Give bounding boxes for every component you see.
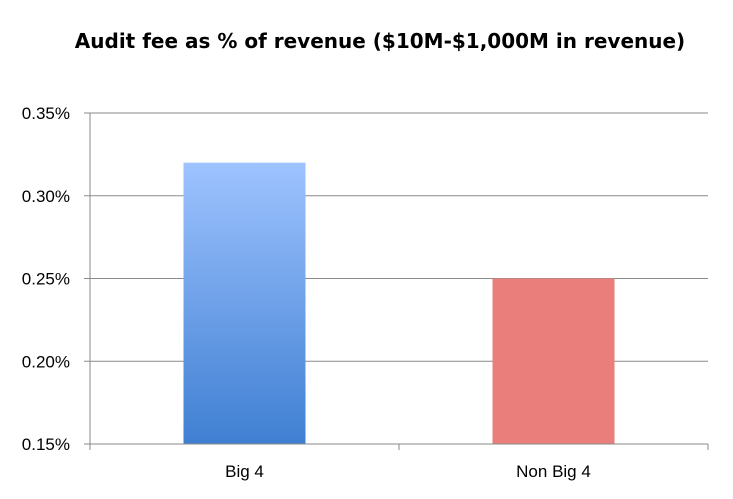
y-tick-label: 0.20% (22, 352, 70, 371)
axes (84, 112, 709, 450)
bar-non-big-4 (492, 278, 615, 444)
bar-big-4 (183, 162, 306, 444)
gridlines (90, 112, 708, 445)
x-tick-label: Non Big 4 (516, 462, 591, 481)
x-tick-label: Big 4 (225, 462, 264, 481)
y-tick-label: 0.30% (22, 187, 70, 206)
tick-labels: 0.15% 0.20% 0.25% 0.30% 0.35% Big 4 Non Big 4 (22, 104, 591, 481)
y-tick-label: 0.25% (22, 270, 70, 289)
y-tick-label: 0.15% (22, 435, 70, 454)
y-tick-label: 0.35% (22, 104, 70, 123)
chart-title: Audit fee as % of revenue ($10M-$1,000M … (74, 29, 686, 53)
bars (183, 162, 615, 444)
